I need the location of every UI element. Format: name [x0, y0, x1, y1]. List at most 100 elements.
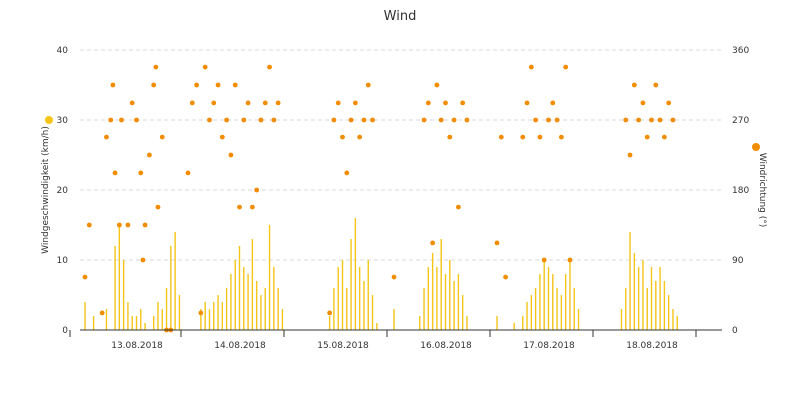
direction-point	[528, 64, 534, 70]
legend-speed-dot	[45, 116, 53, 124]
y-left-tick-label: 30	[57, 116, 69, 126]
direction-point	[623, 117, 629, 123]
direction-point	[524, 100, 530, 106]
direction-point	[224, 117, 230, 123]
direction-point	[275, 100, 281, 106]
x-tick-label: 15.08.2018	[317, 341, 369, 351]
direction-point	[666, 100, 672, 106]
direction-point	[249, 204, 255, 210]
y-right-tick-label: 360	[732, 46, 749, 56]
y-right-label: Windrichtung (°)	[757, 153, 767, 228]
speed-bars	[84, 218, 678, 330]
y-right-tick-label: 270	[732, 116, 749, 126]
direction-point	[110, 82, 116, 88]
direction-point	[340, 134, 345, 140]
direction-point	[215, 82, 221, 88]
direction-point	[116, 222, 122, 228]
direction-point	[352, 100, 358, 106]
direction-point	[82, 274, 88, 280]
direction-point	[627, 152, 633, 158]
direction-point	[537, 134, 543, 140]
direction-point	[365, 82, 371, 88]
direction-point	[237, 204, 242, 210]
legend-direction-dot	[752, 143, 760, 151]
direction-point	[189, 100, 195, 106]
direction-point	[119, 117, 124, 123]
direction-point	[262, 100, 268, 106]
direction-point	[546, 117, 551, 123]
direction-point	[361, 117, 367, 123]
direction-point	[460, 100, 466, 106]
direction-point	[558, 134, 564, 140]
x-tick-label: 17.08.2018	[523, 341, 575, 351]
direction-point	[335, 100, 341, 106]
direction-point	[653, 82, 659, 88]
y-left-label: Windgeschwindigkeit (km/h)	[41, 126, 51, 254]
direction-point	[455, 204, 461, 210]
x-tick-label: 14.08.2018	[214, 341, 266, 351]
direction-point	[104, 134, 109, 140]
direction-point	[219, 134, 225, 140]
direction-point	[494, 240, 500, 246]
direction-point	[86, 222, 92, 228]
direction-point	[207, 117, 212, 123]
x-tick-label: 16.08.2018	[420, 341, 472, 351]
direction-point	[391, 274, 397, 280]
x-tick-label: 13.08.2018	[111, 341, 163, 351]
y-right-tick-label: 0	[732, 326, 738, 336]
direction-point	[344, 170, 350, 176]
direction-point	[661, 134, 667, 140]
direction-point	[241, 117, 247, 123]
direction-point	[112, 170, 118, 176]
direction-point	[185, 170, 191, 176]
direction-point	[657, 117, 663, 123]
direction-point	[533, 117, 539, 123]
direction-point	[563, 64, 569, 70]
x-tick-label: 18.08.2018	[626, 341, 678, 351]
direction-point	[146, 152, 152, 158]
direction-point	[447, 134, 453, 140]
direction-point	[636, 117, 642, 123]
direction-point	[331, 117, 337, 123]
direction-point	[202, 64, 208, 70]
direction-point	[153, 64, 159, 70]
y-left-tick-label: 20	[57, 186, 69, 196]
direction-point	[451, 117, 457, 123]
direction-point	[357, 134, 363, 140]
direction-point	[151, 82, 157, 88]
direction-point	[464, 117, 470, 123]
direction-point	[211, 100, 217, 106]
direction-point	[498, 134, 504, 140]
direction-point	[421, 117, 427, 123]
y-right-tick-label: 90	[732, 256, 744, 266]
direction-point	[155, 204, 161, 210]
direction-point	[370, 117, 375, 123]
direction-point	[567, 257, 573, 263]
direction-point	[348, 117, 354, 123]
direction-point	[254, 187, 260, 193]
direction-point	[550, 100, 556, 106]
direction-point	[194, 82, 199, 88]
direction-point	[430, 240, 436, 246]
direction-point	[129, 100, 135, 106]
direction-point	[425, 100, 431, 106]
direction-point	[541, 257, 547, 263]
direction-point	[228, 152, 234, 158]
direction-point	[631, 82, 637, 88]
direction-point	[644, 134, 650, 140]
direction-point	[443, 100, 448, 106]
direction-point	[438, 117, 444, 123]
direction-point	[670, 117, 676, 123]
direction-point	[640, 100, 646, 106]
direction-point	[258, 117, 264, 123]
grid-lines	[80, 49, 722, 261]
y-right-tick-label: 180	[732, 186, 749, 196]
direction-points	[82, 64, 676, 333]
direction-point	[554, 117, 560, 123]
direction-point	[125, 222, 131, 228]
direction-point	[198, 310, 204, 316]
direction-point	[245, 100, 251, 106]
direction-point	[327, 310, 333, 316]
direction-point	[140, 257, 146, 263]
axes: 0 10 20 30 40 0 90 180 270 360 13.08.2018 14.08.201…	[57, 46, 750, 351]
